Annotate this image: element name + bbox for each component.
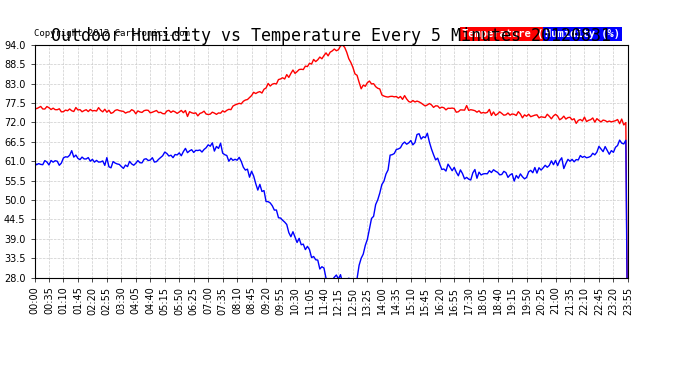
Text: Humidity (%): Humidity (%) bbox=[545, 29, 620, 39]
Title: Outdoor Humidity vs Temperature Every 5 Minutes 20120831: Outdoor Humidity vs Temperature Every 5 … bbox=[51, 27, 611, 45]
Text: Temperature (°F): Temperature (°F) bbox=[462, 29, 562, 39]
Text: Copyright 2012 Cartronics.com: Copyright 2012 Cartronics.com bbox=[34, 29, 190, 38]
